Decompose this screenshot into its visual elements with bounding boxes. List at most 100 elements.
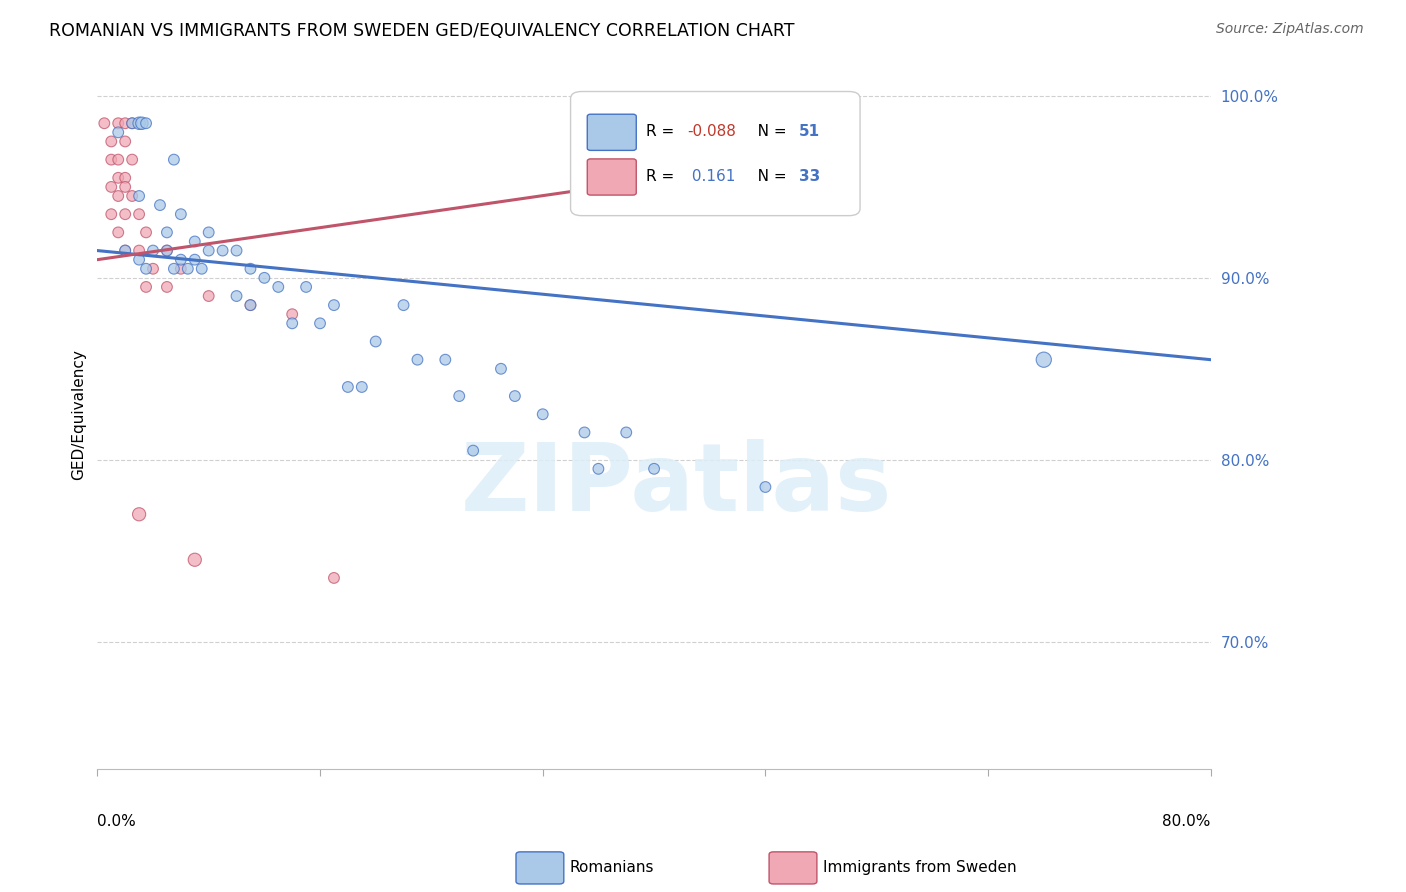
Point — [1032, 352, 1054, 367]
Point — [177, 261, 200, 276]
Point — [121, 116, 143, 130]
Point — [350, 380, 373, 394]
Point — [225, 244, 247, 258]
Point — [100, 153, 122, 167]
Point — [135, 261, 157, 276]
Point — [114, 244, 136, 258]
Text: -0.088: -0.088 — [688, 125, 737, 139]
Text: N =: N = — [744, 169, 792, 184]
Text: Source: ZipAtlas.com: Source: ZipAtlas.com — [1216, 22, 1364, 37]
Point — [239, 298, 262, 312]
Point — [135, 116, 157, 130]
Text: R =: R = — [647, 169, 679, 184]
Point — [107, 125, 129, 139]
Point — [142, 244, 165, 258]
Point — [197, 244, 219, 258]
Point — [281, 316, 304, 330]
Point — [156, 280, 179, 294]
Point — [107, 116, 129, 130]
Point — [574, 425, 596, 440]
FancyBboxPatch shape — [588, 114, 637, 151]
Point — [197, 226, 219, 240]
Point — [128, 116, 150, 130]
Point — [253, 270, 276, 285]
Point — [281, 307, 304, 321]
Point — [267, 280, 290, 294]
Point — [197, 289, 219, 303]
Point — [121, 116, 143, 130]
Point — [128, 252, 150, 267]
Point — [93, 116, 115, 130]
Point — [239, 261, 262, 276]
Point — [434, 352, 457, 367]
Point — [128, 244, 150, 258]
Text: N =: N = — [744, 125, 792, 139]
Point — [156, 244, 179, 258]
Text: ROMANIAN VS IMMIGRANTS FROM SWEDEN GED/EQUIVALENCY CORRELATION CHART: ROMANIAN VS IMMIGRANTS FROM SWEDEN GED/E… — [49, 22, 794, 40]
Point — [163, 153, 186, 167]
Point — [114, 244, 136, 258]
Point — [121, 189, 143, 203]
Point — [114, 180, 136, 194]
Point — [531, 407, 554, 421]
Point — [225, 289, 247, 303]
Text: 51: 51 — [799, 125, 820, 139]
Y-axis label: GED/Equivalency: GED/Equivalency — [72, 349, 86, 480]
Point — [114, 116, 136, 130]
Point — [156, 244, 179, 258]
Point — [156, 226, 179, 240]
Point — [406, 352, 429, 367]
Point — [184, 235, 207, 249]
Point — [170, 252, 193, 267]
Point — [128, 508, 150, 522]
Point — [184, 553, 207, 567]
Text: ZIPatlas: ZIPatlas — [461, 439, 891, 532]
Point — [131, 116, 153, 130]
Point — [107, 153, 129, 167]
Point — [239, 298, 262, 312]
FancyBboxPatch shape — [588, 159, 637, 195]
Point — [135, 280, 157, 294]
Point — [323, 298, 346, 312]
Point — [190, 261, 212, 276]
Point — [100, 207, 122, 221]
Point — [754, 480, 776, 494]
Point — [449, 389, 471, 403]
Point — [392, 298, 415, 312]
Point — [107, 170, 129, 185]
Point — [135, 226, 157, 240]
Point — [309, 316, 332, 330]
Point — [295, 280, 318, 294]
Point — [114, 170, 136, 185]
Point — [100, 180, 122, 194]
Point — [128, 207, 150, 221]
Point — [142, 261, 165, 276]
Point — [489, 361, 512, 376]
Text: R =: R = — [647, 125, 679, 139]
Text: 0.0%: 0.0% — [97, 814, 136, 830]
Text: 80.0%: 80.0% — [1163, 814, 1211, 830]
Text: 0.161: 0.161 — [688, 169, 735, 184]
Point — [588, 462, 610, 476]
Point — [364, 334, 387, 349]
Text: Romanians: Romanians — [569, 861, 654, 875]
Point — [170, 261, 193, 276]
Point — [121, 153, 143, 167]
Point — [170, 207, 193, 221]
Text: 33: 33 — [799, 169, 820, 184]
Point — [163, 261, 186, 276]
Point — [114, 135, 136, 149]
Point — [184, 252, 207, 267]
Point — [100, 135, 122, 149]
Point — [107, 226, 129, 240]
Point — [128, 189, 150, 203]
Point — [614, 425, 637, 440]
Point — [211, 244, 233, 258]
Point — [107, 189, 129, 203]
Text: Immigrants from Sweden: Immigrants from Sweden — [823, 861, 1017, 875]
Point — [114, 207, 136, 221]
Point — [149, 198, 172, 212]
FancyBboxPatch shape — [571, 92, 860, 216]
Point — [503, 389, 526, 403]
Point — [463, 443, 485, 458]
